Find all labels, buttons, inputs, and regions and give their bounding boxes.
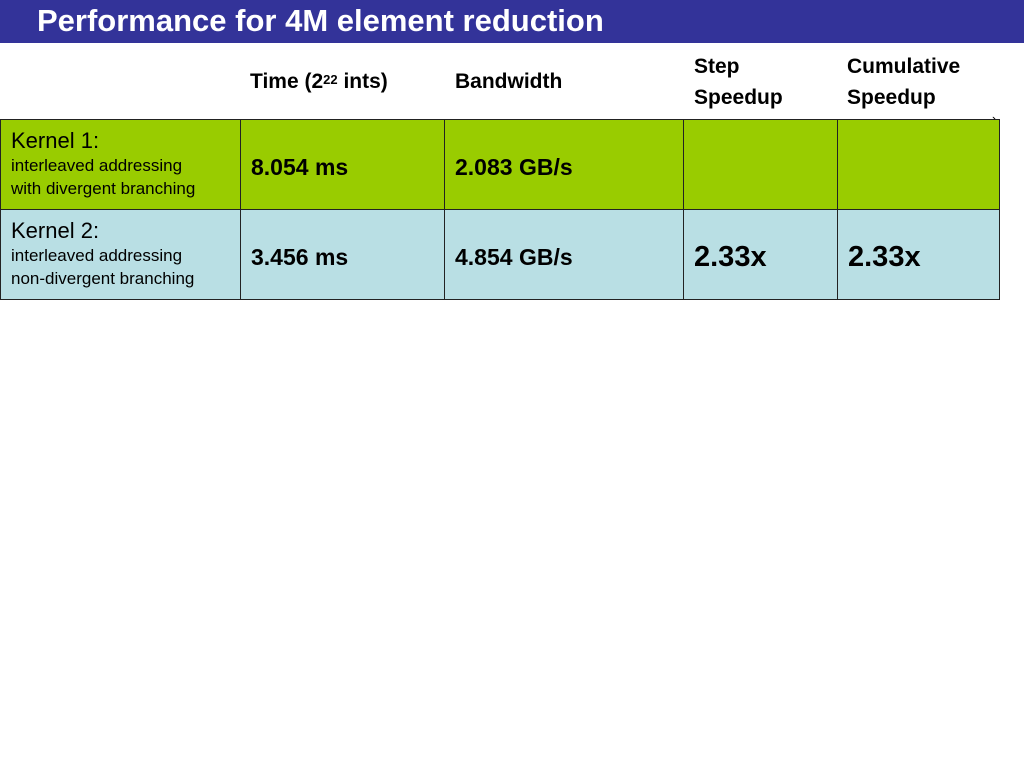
kernel-1-desc-line2: with divergent branching: [11, 179, 196, 198]
kernel-2-cumulative-speedup-cell: 2.33x: [837, 209, 1000, 300]
kernel-1-cumulative-speedup-cell: [837, 119, 1000, 210]
slide-title: Performance for 4M element reduction: [37, 3, 604, 38]
kernel-2-title: Kernel 2:: [11, 218, 100, 243]
header-step-speedup: Step Speedup: [694, 51, 783, 113]
header-cumulative-speedup-line1: Cumulative: [847, 55, 961, 78]
kernel-2-cumulative-speedup: 2.33x: [848, 241, 921, 273]
kernel-2-time-cell: 3.456 ms: [240, 209, 445, 300]
kernel-2-time: 3.456 ms: [251, 244, 349, 270]
title-bar: Performance for 4M element reduction: [0, 0, 1024, 43]
kernel-2-desc-line1: interleaved addressing: [11, 246, 183, 265]
kernel-1-cumulative-speedup: [839, 121, 999, 151]
kernel-1-step-speedup-cell: [683, 119, 838, 210]
kernel-2-step-speedup: 2.33x: [694, 241, 767, 273]
kernel-1-bandwidth-cell: 2.083 GB/s: [444, 119, 684, 210]
header-step-speedup-line2: Speedup: [694, 86, 783, 109]
header-time-prefix: Time (2: [250, 70, 324, 93]
kernel-1-time: 8.054 ms: [251, 154, 349, 180]
header-time-suffix: ints): [337, 70, 388, 93]
chevron-right-icon: ›: [992, 111, 997, 126]
header-cumulative-speedup: Cumulative Speedup: [847, 51, 960, 113]
kernel-2-bandwidth-cell: 4.854 GB/s: [444, 209, 684, 300]
header-time-exponent: 22: [323, 72, 338, 87]
header-time: Time (222 ints): [250, 66, 388, 97]
header-bandwidth: Bandwidth: [455, 70, 563, 93]
table-row-kernel-1: Kernel 1: interleaved addressing with di…: [0, 119, 1000, 210]
kernel-1-title: Kernel 1:: [11, 128, 100, 153]
kernel-2-desc-line2: non-divergent branching: [11, 269, 195, 288]
kernel-1-cell: Kernel 1: interleaved addressing with di…: [0, 119, 241, 210]
kernel-2-step-speedup-cell: 2.33x: [683, 209, 838, 300]
kernel-2-bandwidth: 4.854 GB/s: [455, 244, 573, 270]
performance-table: Kernel 1: interleaved addressing with di…: [0, 119, 1000, 300]
kernel-1-step-speedup: [685, 121, 837, 151]
kernel-2-cell: Kernel 2: interleaved addressing non-div…: [0, 209, 241, 300]
kernel-1-bandwidth: 2.083 GB/s: [455, 154, 573, 180]
header-cumulative-speedup-line2: Speedup: [847, 86, 936, 109]
table-row-kernel-2: Kernel 2: interleaved addressing non-div…: [0, 209, 1000, 300]
kernel-1-time-cell: 8.054 ms: [240, 119, 445, 210]
header-step-speedup-line1: Step: [694, 55, 740, 78]
kernel-1-desc-line1: interleaved addressing: [11, 156, 183, 175]
